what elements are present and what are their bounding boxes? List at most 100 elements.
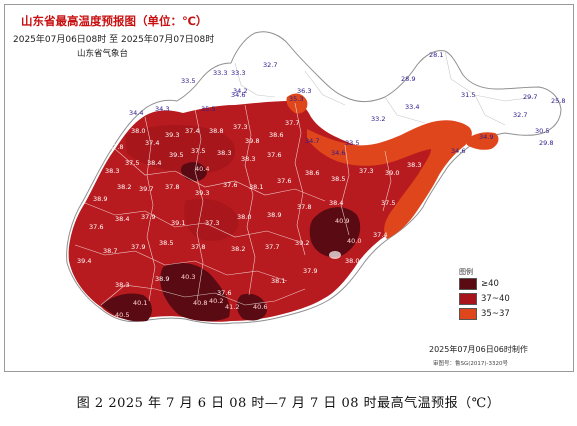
station-temperature-label: 37.6: [277, 177, 291, 185]
station-temperature-label: 34.9: [479, 133, 493, 141]
station-temperature-label: 38.1: [249, 183, 263, 191]
station-temperature-label: 38.8: [209, 127, 223, 135]
station-temperature-label: 29.7: [523, 93, 537, 101]
station-temperature-label: 37.8: [165, 183, 179, 191]
station-temperature-label: 38.2: [231, 245, 245, 253]
station-temperature-label: 33.5: [181, 77, 195, 85]
station-labels-cool: 32.7 33.5 33.3 33.3 34.2 34.4 34.3 35.5 28.1 28.9…: [129, 51, 565, 157]
north-boundaries: [234, 50, 536, 126]
station-temperature-label: 40.0: [347, 237, 361, 245]
station-temperature-label: 38.0: [237, 213, 251, 221]
station-temperature-label: 38.3: [105, 167, 119, 175]
station-temperature-label: 38.0: [131, 127, 145, 135]
legend-label: 35~37: [481, 309, 510, 319]
zone-35-37: [307, 120, 472, 239]
station-temperature-label: 37.6: [267, 151, 281, 159]
station-temperature-label: 40.4: [195, 165, 209, 173]
station-temperature-label: 39.8: [245, 137, 259, 145]
station-temperature-label: 38.3: [115, 281, 129, 289]
station-temperature-label: 40.8: [193, 299, 207, 307]
station-temperature-label: 37.5: [191, 147, 205, 155]
station-temperature-label: 37.3: [359, 167, 373, 175]
legend-label: ≥40: [481, 279, 499, 289]
station-temperature-label: 28.9: [401, 75, 415, 83]
station-temperature-label: 34.6: [451, 147, 465, 155]
legend-item-ge-40: ≥40: [459, 278, 531, 290]
legend-swatch: [459, 293, 477, 305]
county-boundaries: [74, 102, 392, 306]
map-issuer: 山东省气象台: [77, 49, 129, 59]
station-temperature-label: 37.3: [233, 123, 247, 131]
station-temperature-label: 38.9: [155, 275, 169, 283]
zone-ge-40-south: [160, 262, 230, 322]
station-temperature-label: 37.9: [131, 243, 145, 251]
legend-swatch: [459, 278, 477, 290]
station-temperature-label: 37.6: [89, 223, 103, 231]
station-temperature-label: 40.5: [115, 311, 129, 319]
zone-35-37-east: [467, 132, 499, 150]
station-temperature-label: 33.5: [345, 139, 359, 147]
station-temperature-label: 35.5: [201, 105, 215, 113]
station-temperature-label: 38.6: [305, 169, 319, 177]
approval-number: 审图号：鲁SG(2017)-3320号: [433, 361, 509, 367]
station-temperature-label: 37.4: [185, 127, 199, 135]
station-temperature-label: 33.3: [213, 69, 227, 77]
station-temperature-label: 38.3: [241, 155, 255, 163]
station-temperature-label: 41.2: [225, 303, 239, 311]
station-temperature-label: 34.6: [331, 149, 345, 157]
station-temperature-label: 37.4: [145, 139, 159, 147]
station-temperature-label: 38.4: [329, 199, 343, 207]
station-temperature-label: 30.5: [535, 127, 549, 135]
station-temperature-label: 39.4: [77, 257, 91, 265]
station-temperature-label: 38.4: [147, 159, 161, 167]
legend-item-35-37: 35~37: [459, 308, 531, 320]
figure-caption: 图 2 2025 年 7 月 6 日 08 时—7 月 7 日 08 时最高气温…: [76, 396, 501, 411]
forecast-map: 32.7 33.5 33.3 33.3 34.2 34.4 34.3 35.5 28.1 28.9…: [4, 4, 574, 372]
station-temperature-label: 37.7: [285, 119, 299, 127]
station-temperature-label: 32.7: [513, 111, 527, 119]
station-temperature-label: 37.9: [141, 213, 155, 221]
station-labels-hot: 37.838.037.439.3 37.4 38.8 37.339.838.637.7…: [77, 119, 421, 297]
station-temperature-label: 40.9: [335, 217, 349, 225]
station-temperature-label: 39.3: [195, 189, 209, 197]
station-temperature-label: 34.3: [155, 105, 169, 113]
station-temperature-label: 38.1: [271, 277, 285, 285]
legend-item-37-40: 37~40: [459, 293, 531, 305]
station-temperature-label: 37.8: [297, 203, 311, 211]
station-temperature-label: 33.4: [405, 103, 419, 111]
station-temperature-label: 37.7: [265, 243, 279, 251]
station-temperature-label: 37.5: [125, 159, 139, 167]
station-temperature-label: 37.5: [381, 199, 395, 207]
legend-swatch: [459, 308, 477, 320]
station-temperature-label: 39.5: [169, 151, 183, 159]
station-temperature-label: 38.2: [117, 183, 131, 191]
zone-37-40-dark-2: [184, 198, 239, 241]
station-temperature-label: 40.6: [253, 303, 267, 311]
station-temperature-label: 34.2: [233, 87, 247, 95]
station-temperature-label: 40.1: [133, 299, 147, 307]
station-temperature-label: 39.2: [295, 239, 309, 247]
made-time: 2025年07月06日06时制作: [429, 345, 528, 354]
station-temperature-label: 38.9: [93, 195, 107, 203]
zone-35-37-north: [286, 93, 308, 114]
station-temperature-label: 38.5: [159, 239, 173, 247]
legend-title: 图例: [459, 268, 473, 276]
station-temperature-label: 37.4: [373, 231, 387, 239]
zone-ge-40-north: [180, 162, 207, 181]
station-temperature-label: 34.4: [129, 109, 143, 117]
station-temperature-label: 36.3: [297, 87, 311, 95]
station-temperature-label: 38.4: [115, 215, 129, 223]
station-temperature-label: 40.2: [209, 297, 223, 305]
station-temperature-label: 39.7: [139, 185, 153, 193]
station-temperature-label: 34.6: [231, 91, 245, 99]
station-temperature-label: 39.3: [165, 131, 179, 139]
station-temperature-label: 38.9: [267, 211, 281, 219]
station-temperature-label: 32.7: [263, 61, 277, 69]
legend-label: 37~40: [481, 294, 510, 304]
station-temperature-label: 37.9: [303, 267, 317, 275]
station-temperature-label: 38.7: [103, 247, 117, 255]
station-temperature-label: 37.6: [217, 289, 231, 297]
station-temperature-label: 35.3: [289, 95, 303, 103]
station-temperature-label: 29.8: [539, 139, 553, 147]
station-temperature-label: 38.3: [217, 149, 231, 157]
